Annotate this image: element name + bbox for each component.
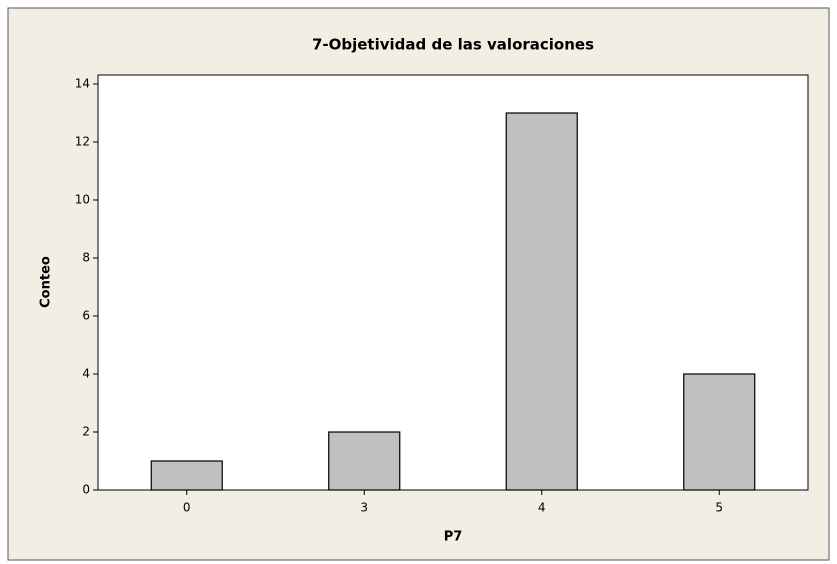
y-tick-label: 10 [75,193,90,207]
bar [683,373,756,491]
x-tick-label: 0 [183,501,191,515]
y-tick-label: 8 [82,251,90,265]
y-tick-label: 6 [82,309,90,323]
bar [328,431,401,491]
x-tick-label: 5 [715,501,723,515]
y-tick-label: 14 [75,77,90,91]
x-tick-label: 3 [360,501,368,515]
y-tick-label: 12 [75,135,90,149]
y-tick-label: 2 [82,425,90,439]
bar [505,112,578,491]
y-tick-label: 0 [82,483,90,497]
y-tick-label: 4 [82,367,90,381]
chart-title: 7-Objetividad de las valoraciones [312,36,594,54]
y-axis-label: Conteo [39,256,54,308]
x-axis-label: P7 [444,530,463,545]
bar [150,460,223,491]
x-tick-label: 4 [538,501,546,515]
